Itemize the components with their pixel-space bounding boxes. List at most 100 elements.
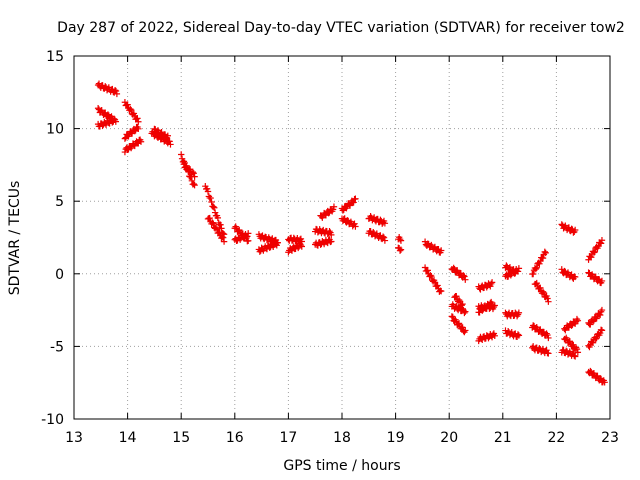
- data-point: [450, 264, 457, 272]
- data-series-3: [94, 115, 120, 130]
- data-point: [571, 273, 579, 281]
- data-point: [207, 194, 214, 202]
- data-point: [220, 238, 228, 245]
- data-series-12: [204, 214, 228, 245]
- data-point: [326, 227, 333, 235]
- data-point: [487, 280, 495, 288]
- data-point: [166, 138, 173, 145]
- data-point: [437, 287, 445, 295]
- data-point: [545, 350, 552, 357]
- data-point: [503, 262, 510, 269]
- data-point: [514, 268, 522, 275]
- data-point: [428, 272, 435, 280]
- data-series-32: [448, 301, 469, 317]
- data-series-42: [529, 248, 549, 278]
- data-series-34: [475, 279, 496, 293]
- data-point: [214, 214, 222, 222]
- data-series-18: [285, 240, 305, 256]
- data-point: [135, 118, 142, 125]
- data-point: [568, 322, 575, 329]
- data-point: [542, 249, 549, 257]
- data-point: [598, 237, 606, 244]
- chart-title: Day 287 of 2022, Sidereal Day-to-day VTE…: [57, 20, 625, 36]
- data-point: [330, 203, 338, 210]
- data-point: [350, 199, 357, 206]
- data-point: [112, 87, 120, 95]
- data-point: [591, 248, 599, 256]
- data-series-14: [231, 230, 252, 244]
- data-series-51: [585, 237, 606, 263]
- data-point: [545, 298, 552, 305]
- x-tick-label: 18: [333, 430, 351, 446]
- data-point: [537, 284, 544, 292]
- x-axis-label: GPS time / hours: [283, 458, 400, 474]
- data-point: [427, 272, 434, 279]
- axis-ticks: [73, 55, 611, 420]
- data-point: [208, 198, 215, 206]
- data-series-30: [448, 264, 469, 283]
- data-series-16: [255, 239, 281, 255]
- data-point: [571, 226, 579, 234]
- data-point: [381, 220, 389, 227]
- data-point: [104, 111, 112, 118]
- data-series-11: [202, 182, 228, 238]
- y-tick-label: 5: [55, 194, 64, 210]
- data-point: [488, 300, 496, 308]
- data-point: [461, 273, 468, 280]
- data-point: [455, 320, 463, 327]
- data-point: [592, 335, 599, 343]
- data-series-19: [312, 225, 335, 239]
- data-point: [589, 339, 597, 346]
- data-point: [596, 311, 604, 319]
- data-series-17: [285, 234, 305, 245]
- data-series-1: [94, 80, 121, 98]
- data-point: [191, 173, 198, 180]
- y-tick-label: 0: [55, 267, 64, 283]
- data-point: [587, 367, 594, 375]
- y-axis-tick-labels: 15 10 5 0 -5 -10: [41, 49, 64, 428]
- data-point: [460, 272, 467, 279]
- data-point: [210, 220, 217, 227]
- data-point: [533, 279, 540, 287]
- data-point: [190, 180, 197, 188]
- data-series-27: [395, 244, 405, 254]
- data-point: [598, 306, 606, 314]
- data-point: [462, 327, 469, 334]
- data-point: [462, 308, 469, 315]
- data-series-37: [475, 330, 498, 345]
- data-point: [455, 296, 463, 304]
- data-point: [514, 331, 522, 338]
- data-point: [127, 106, 135, 114]
- data-point: [598, 327, 606, 334]
- data-point: [448, 313, 456, 320]
- data-point: [344, 217, 351, 224]
- data-point: [437, 247, 445, 254]
- grid: [74, 56, 610, 419]
- data-point: [589, 318, 597, 325]
- data-point: [298, 243, 305, 250]
- data-point: [219, 234, 227, 241]
- x-tick-label: 21: [494, 430, 512, 446]
- data-series-55: [585, 367, 608, 386]
- data-point: [244, 233, 251, 240]
- data-point: [274, 239, 281, 246]
- data-point: [396, 247, 404, 254]
- data-point: [545, 334, 552, 342]
- data-point: [539, 288, 547, 295]
- data-series-4: [121, 99, 142, 125]
- data-series-28: [421, 238, 445, 256]
- data-point: [573, 345, 581, 353]
- data-series-26: [395, 234, 405, 244]
- data-point: [597, 240, 605, 247]
- data-point: [532, 265, 540, 273]
- data-point: [134, 115, 141, 122]
- x-tick-label: 17: [279, 430, 297, 446]
- y-axis-label: SDTVAR / TECUs: [7, 181, 23, 296]
- data-point: [183, 162, 190, 169]
- data-point: [515, 309, 523, 316]
- data-point: [127, 105, 134, 113]
- data-series-6: [121, 136, 145, 156]
- data-point: [479, 307, 486, 314]
- data-point: [131, 127, 138, 135]
